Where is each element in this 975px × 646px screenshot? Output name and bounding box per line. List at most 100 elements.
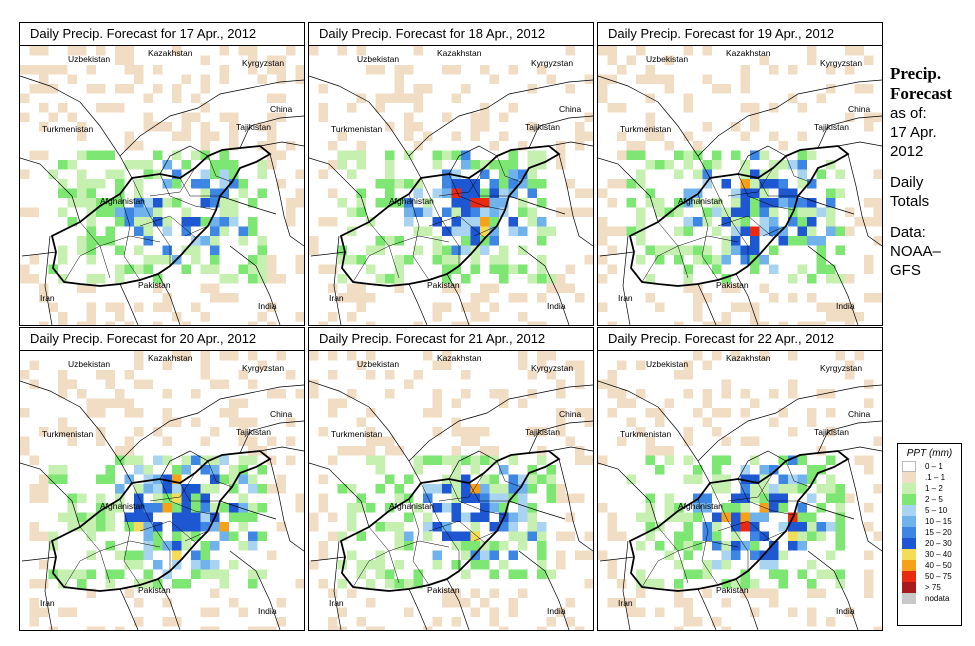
forecast-panel-3: Daily Precip. Forecast for 19 Apr., 2012… [597, 22, 883, 326]
country-label-turkmenistan: Turkmenistan [620, 429, 671, 439]
precip-grid [20, 351, 304, 630]
country-label-afghanistan: Afghanistan [389, 501, 434, 511]
legend-item: > 75 [902, 582, 961, 593]
legend-item: 40 – 50 [902, 560, 961, 571]
legend-label: 2 – 5 [925, 495, 943, 504]
data-label: Data: [890, 224, 926, 241]
forecast-panel-5: Daily Precip. Forecast for 21 Apr., 2012… [308, 327, 594, 631]
afghanistan-outline [628, 450, 850, 592]
country-label-tajikistan: Tajikistan [525, 427, 560, 437]
legend-item: 5 – 10 [902, 505, 961, 516]
precip-map: Uzbekistan Kazakhstan Kyrgyzstan China Turkm… [20, 46, 304, 325]
country-label-india: India [836, 606, 855, 616]
country-label-india: India [258, 301, 277, 311]
legend-item: nodata [902, 593, 961, 604]
legend-swatch [902, 516, 916, 527]
data-source-2: GFS [890, 262, 921, 279]
afghanistan-outline [50, 145, 272, 287]
country-label-iran: Iran [618, 293, 633, 303]
country-label-uzbekistan: Uzbekistan [646, 54, 688, 64]
legend-label: 50 – 75 [925, 572, 952, 581]
precip-map: Uzbekistan Kazakhstan Kyrgyzstan China Turkm… [598, 46, 882, 325]
forecast-panel-6: Daily Precip. Forecast for 22 Apr., 2012… [597, 327, 883, 631]
country-label-tajikistan: Tajikistan [236, 427, 271, 437]
country-borders [20, 75, 304, 325]
country-borders [309, 380, 593, 630]
country-label-china: China [270, 409, 292, 419]
country-label-uzbekistan: Uzbekistan [68, 54, 110, 64]
afghanistan-outline [50, 450, 272, 592]
country-label-afghanistan: Afghanistan [100, 501, 145, 511]
panel-title: Daily Precip. Forecast for 18 Apr., 2012 [309, 23, 593, 46]
country-label-afghanistan: Afghanistan [678, 196, 723, 206]
country-label-tajikistan: Tajikistan [236, 122, 271, 132]
country-label-china: China [848, 104, 870, 114]
precip-map: Uzbekistan Kazakhstan Kyrgyzstan China Turkm… [309, 351, 593, 630]
legend-swatch [902, 538, 916, 549]
legend-label: 20 – 30 [925, 539, 952, 548]
country-label-china: China [270, 104, 292, 114]
legend-swatch [902, 461, 916, 472]
forecast-panel-4: Daily Precip. Forecast for 20 Apr., 2012… [19, 327, 305, 631]
country-label-pakistan: Pakistan [427, 585, 460, 595]
legend-item: 50 – 75 [902, 571, 961, 582]
country-label-india: India [547, 606, 566, 616]
legend-label: 0 – 1 [925, 462, 943, 471]
precip-map: Uzbekistan Kazakhstan Kyrgyzstan China Turkm… [598, 351, 882, 630]
legend-item: 10 – 15 [902, 516, 961, 527]
country-borders [20, 380, 304, 630]
country-label-iran: Iran [329, 293, 344, 303]
country-label-kyrgyzstan: Kyrgyzstan [820, 58, 862, 68]
panel-title: Daily Precip. Forecast for 22 Apr., 2012 [598, 328, 882, 351]
panel-title: Daily Precip. Forecast for 19 Apr., 2012 [598, 23, 882, 46]
country-label-kyrgyzstan: Kyrgyzstan [531, 363, 573, 373]
country-borders [309, 75, 593, 325]
country-label-uzbekistan: Uzbekistan [357, 359, 399, 369]
precip-map: Uzbekistan Kazakhstan Kyrgyzstan China Turkm… [309, 46, 593, 325]
country-label-kyrgyzstan: Kyrgyzstan [820, 363, 862, 373]
country-label-pakistan: Pakistan [427, 280, 460, 290]
country-label-kazakhstan: Kazakhstan [726, 353, 771, 363]
sidebar-title-line2: Forecast [890, 84, 952, 103]
precip-grid [20, 46, 304, 325]
legend-label: 30 – 40 [925, 550, 952, 559]
legend-swatch [902, 571, 916, 582]
legend-item: 2 – 5 [902, 494, 961, 505]
country-label-turkmenistan: Turkmenistan [42, 429, 93, 439]
panel-title: Daily Precip. Forecast for 17 Apr., 2012 [20, 23, 304, 46]
asof-year: 2012 [890, 143, 924, 160]
legend-label: 1 – 2 [925, 484, 943, 493]
legend-item: 15 – 20 [902, 527, 961, 538]
sidebar-title-line1: Precip. [890, 64, 942, 83]
data-source-1: NOAA– [890, 243, 941, 260]
legend-label: nodata [925, 594, 950, 603]
legend-item: .1 – 1 [902, 472, 961, 483]
sidebar-info: Precip. Forecast as of: 17 Apr. 2012 Dai… [890, 64, 974, 292]
country-label-iran: Iran [40, 598, 55, 608]
country-label-kyrgyzstan: Kyrgyzstan [242, 58, 284, 68]
legend-swatch [902, 549, 916, 560]
asof-date: 17 Apr. [890, 124, 937, 141]
forecast-panel-2: Daily Precip. Forecast for 18 Apr., 2012… [308, 22, 594, 326]
country-label-turkmenistan: Turkmenistan [42, 124, 93, 134]
country-label-kyrgyzstan: Kyrgyzstan [531, 58, 573, 68]
totals-label: Totals [890, 193, 930, 210]
country-label-india: India [547, 301, 566, 311]
country-label-kazakhstan: Kazakhstan [148, 353, 193, 363]
legend-item: 30 – 40 [902, 549, 961, 560]
country-label-kazakhstan: Kazakhstan [726, 48, 771, 58]
legend-title: PPT (mm) [906, 448, 953, 459]
legend-swatch [902, 527, 916, 538]
legend-swatch [902, 593, 916, 604]
country-label-uzbekistan: Uzbekistan [646, 359, 688, 369]
daily-label: Daily [890, 174, 924, 191]
precip-map: Uzbekistan Kazakhstan Kyrgyzstan China Turkm… [20, 351, 304, 630]
panel-title: Daily Precip. Forecast for 20 Apr., 2012 [20, 328, 304, 351]
legend-swatch [902, 483, 916, 494]
legend-swatch [902, 582, 916, 593]
legend-label: 5 – 10 [925, 506, 948, 515]
legend-item: 0 – 1 [902, 461, 961, 472]
asof-label: as of: [890, 105, 927, 122]
legend-item: 20 – 30 [902, 538, 961, 549]
country-label-china: China [559, 104, 581, 114]
